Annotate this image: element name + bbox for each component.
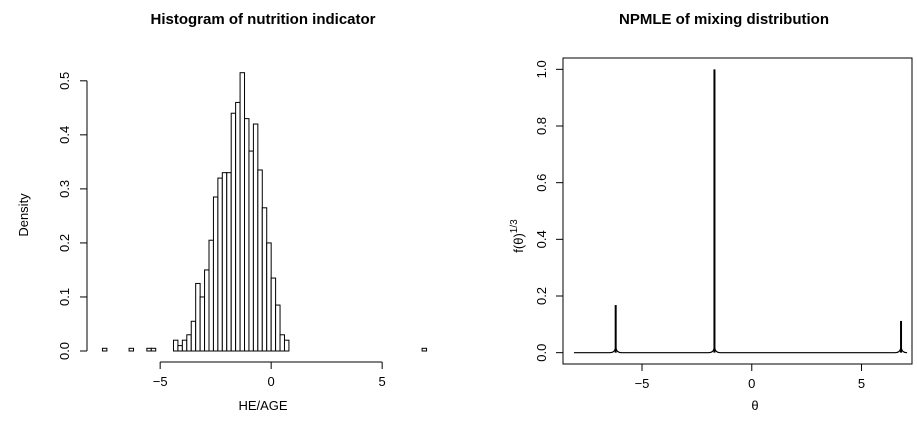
- npmle-y-tick-label: 0.4: [534, 230, 549, 248]
- histogram-bar: [208, 239, 214, 352]
- histogram-bar: [150, 347, 157, 352]
- histogram-bar: [199, 296, 206, 352]
- npmle-y-axis-label-sup: 1/3: [509, 219, 520, 233]
- histogram-panel: Histogram of nutrition indicator HE/AGE …: [16, 11, 428, 413]
- histogram-x-tick-label: −5: [153, 374, 168, 389]
- npmle-density-curve: [573, 348, 908, 354]
- histogram-bar: [270, 277, 277, 352]
- histogram-bars: [101, 72, 428, 352]
- npmle-panel: NPMLE of mixing distribution θ f(θ)1/3 −…: [509, 11, 913, 413]
- npmle-x-tick-label: 5: [858, 376, 865, 391]
- npmle-axes: −5 0 5 0.0 0.2 0.4 0.6 0.8 1.0: [534, 60, 865, 391]
- histogram-x-tick-label: 0: [268, 374, 275, 389]
- histogram-bar: [190, 320, 197, 352]
- histogram-bar: [172, 339, 179, 352]
- histogram-bar: [283, 339, 290, 352]
- histogram-bar: [239, 72, 246, 352]
- npmle-x-axis-label: θ: [751, 398, 758, 413]
- histogram-y-tick-label: 0.1: [57, 288, 72, 306]
- histogram-bar: [101, 347, 108, 352]
- npmle-y-axis-label-main: f(θ): [511, 233, 526, 253]
- histogram-bar: [195, 282, 201, 352]
- histogram-x-axis-label: HE/AGE: [238, 398, 287, 413]
- npmle-y-axis-label: f(θ)1/3: [509, 219, 526, 253]
- histogram-bar: [204, 269, 210, 352]
- npmle-y-tick-label: 1.0: [534, 60, 549, 78]
- histogram-y-axis-label: Density: [16, 193, 31, 237]
- histogram-bar: [248, 150, 254, 352]
- histogram-bar: [421, 347, 428, 352]
- histogram-bar: [257, 169, 263, 352]
- histogram-bar: [275, 304, 281, 352]
- histogram-title: Histogram of nutrition indicator: [151, 11, 376, 28]
- npmle-x-tick-label: 0: [748, 376, 755, 391]
- svg-text:f(θ)1/3: f(θ)1/3: [509, 219, 526, 253]
- histogram-bar: [266, 242, 272, 352]
- histogram-bar: [279, 334, 285, 352]
- histogram-bar: [128, 347, 135, 352]
- npmle-x-tick-label: −5: [635, 376, 650, 391]
- histogram-x-tick-label: 5: [379, 374, 386, 389]
- histogram-bar: [212, 196, 219, 352]
- histogram-y-tick-label: 0.3: [57, 180, 72, 198]
- histogram-bar: [252, 123, 259, 352]
- histogram-bar: [221, 172, 228, 352]
- histogram-bar: [226, 172, 232, 352]
- npmle-y-tick-label: 0.2: [534, 287, 549, 305]
- histogram-bar: [244, 118, 250, 352]
- histogram-y-tick-label: 0.4: [57, 126, 72, 144]
- histogram-bar: [235, 101, 241, 352]
- histogram-y-tick-label: 0.0: [57, 342, 72, 360]
- histogram-bar: [186, 334, 192, 352]
- npmle-y-tick-label: 0.0: [534, 344, 549, 362]
- histogram-axes: −5 0 5 0.0 0.1 0.2 0.3 0.4 0.5: [57, 72, 386, 389]
- histogram-y-tick-label: 0.2: [57, 234, 72, 252]
- npmle-title: NPMLE of mixing distribution: [619, 11, 829, 28]
- histogram-y-tick-label: 0.5: [57, 72, 72, 90]
- histogram-bar: [217, 177, 223, 352]
- npmle-y-tick-label: 0.8: [534, 117, 549, 135]
- histogram-bar: [230, 112, 237, 352]
- histogram-bar: [261, 207, 268, 352]
- histogram-bar: [177, 345, 183, 352]
- histogram-bar: [181, 339, 188, 352]
- npmle-y-tick-label: 0.6: [534, 174, 549, 192]
- histogram-bar: [146, 347, 152, 352]
- npmle-plot-area: [573, 69, 908, 354]
